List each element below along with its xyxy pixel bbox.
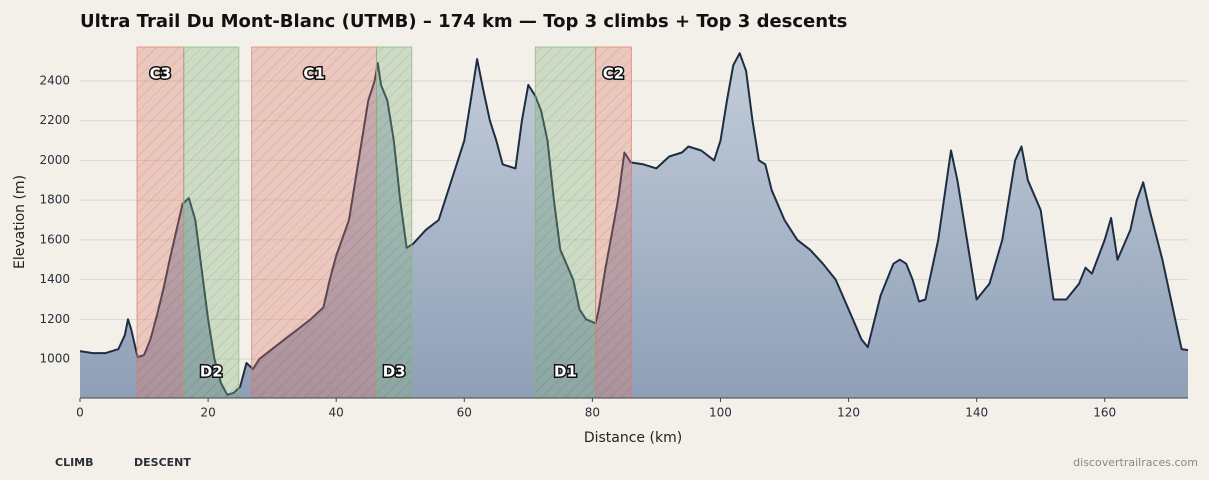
source: discovertrailraces.com — [1073, 456, 1198, 469]
y-tick-label: 1800 — [39, 193, 70, 207]
y-axis-label: Elevation (m) — [12, 175, 28, 269]
span-label: D2 — [200, 363, 223, 381]
x-tick-label: 160 — [1093, 406, 1116, 420]
x-axis-label: Distance (km) — [584, 430, 682, 446]
legend-label: DESCENT — [134, 456, 191, 469]
span — [251, 46, 378, 399]
y-tick-label: 1600 — [39, 232, 70, 246]
y-tick-label: 1200 — [39, 312, 70, 326]
x-tick-label: 20 — [200, 406, 215, 420]
y-tick-label: 2200 — [39, 113, 70, 127]
x-tick-label: 140 — [965, 406, 988, 420]
y-tick-label: 2000 — [39, 153, 70, 167]
span-hatch — [137, 47, 184, 398]
span-label: D3 — [383, 363, 406, 381]
elevation-area — [80, 53, 1188, 398]
span — [595, 46, 632, 399]
y-tick-label: 2400 — [39, 73, 70, 87]
span-hatch — [595, 47, 632, 398]
legend-label: CLIMB — [55, 456, 94, 469]
x-tick-label: 100 — [709, 406, 732, 420]
span-label: C1 — [303, 65, 324, 83]
x-tick-label: 60 — [457, 406, 472, 420]
span-label: C3 — [150, 65, 171, 83]
span — [376, 46, 413, 399]
x-tick-label: 120 — [837, 406, 860, 420]
y-tick-label: 1000 — [39, 352, 70, 366]
span-hatch — [183, 47, 239, 398]
span-label: D1 — [554, 363, 577, 381]
x-tick-label: 80 — [585, 406, 600, 420]
span-hatch — [376, 47, 412, 398]
y-tick-label: 1400 — [39, 272, 70, 286]
chart-title: Ultra Trail Du Mont-Blanc (UTMB) – 174 k… — [80, 11, 847, 32]
span — [136, 46, 185, 399]
span-label: C2 — [603, 65, 624, 83]
x-tick-label: 0 — [76, 406, 84, 420]
x-tick-label: 40 — [329, 406, 344, 420]
span-hatch — [251, 47, 377, 398]
span — [183, 46, 240, 399]
span-hatch — [535, 47, 596, 398]
span — [534, 46, 597, 399]
